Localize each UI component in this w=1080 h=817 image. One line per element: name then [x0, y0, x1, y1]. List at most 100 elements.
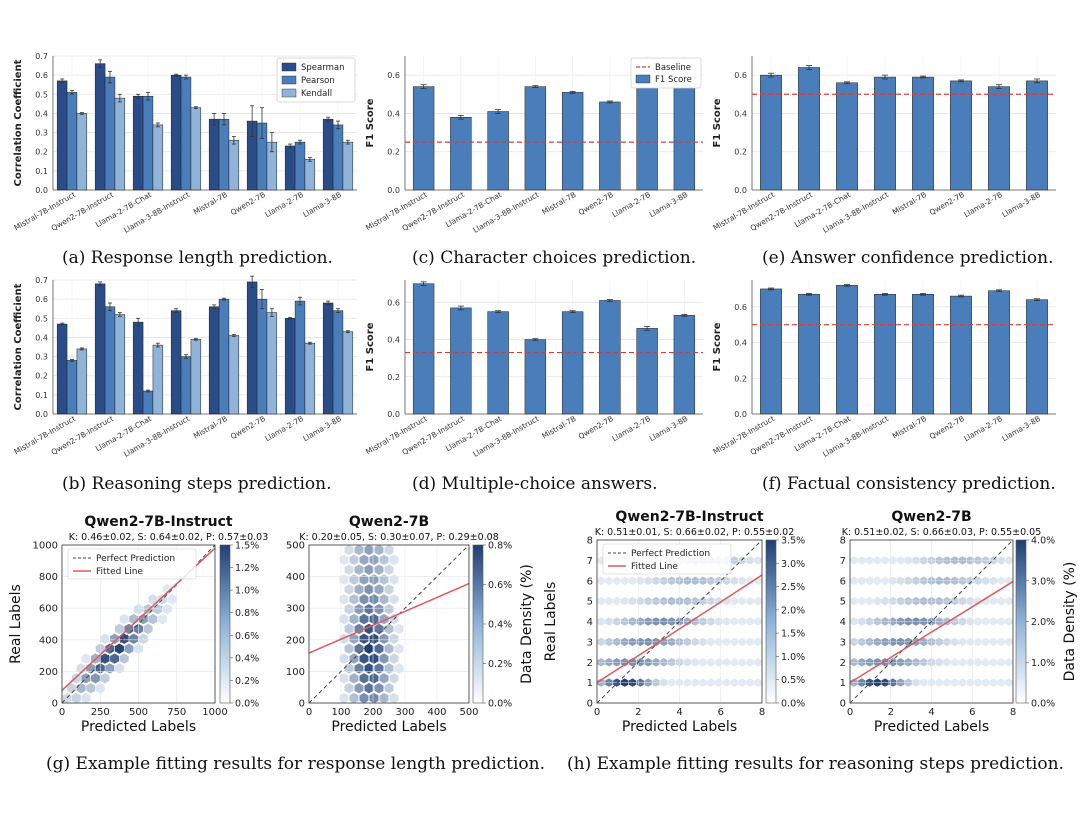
hexbin	[379, 653, 389, 664]
bar	[218, 118, 230, 191]
bar	[256, 298, 268, 415]
hexbin	[359, 633, 369, 644]
chart-g1: Qwen2-7B-Instruct K: 0.46±0.02, S: 0.64±0…	[8, 514, 268, 735]
hexbin	[119, 613, 129, 625]
y-tick-label: 0.6	[35, 295, 48, 304]
hexbin	[369, 613, 379, 625]
y-tick-label: 0.5	[35, 314, 48, 323]
legend-label: Perfect Prediction	[96, 554, 175, 564]
hexbin	[384, 643, 394, 654]
x-tick-label: Llama-3-8B-Instruct	[821, 190, 890, 235]
x-tick-label: 0	[306, 707, 312, 718]
hexbin	[389, 554, 399, 565]
x-tick-label: Llama-3-8B-Instruct	[821, 414, 890, 459]
y-tick-label: 2	[840, 658, 846, 669]
plot-subtitle: K: 0.51±0.02, S: 0.66±0.03, P: 0.55±0.05	[842, 527, 1042, 538]
bar	[599, 101, 621, 191]
x-tick-label: Llama-3-8B-Instruct	[472, 414, 541, 459]
bar	[142, 95, 154, 191]
bar	[76, 348, 88, 415]
colorbar-tick-label: 2.0%	[781, 605, 805, 616]
bar	[950, 295, 972, 415]
bar	[599, 300, 621, 415]
hexbin	[374, 584, 384, 595]
hexbin	[374, 544, 384, 556]
x-tick-label: Llama-2-7B	[263, 190, 305, 219]
colorbar-tick-label: 3.0%	[1031, 576, 1055, 587]
x-tick-label: 400	[427, 707, 446, 718]
y-tick-label: 0.2	[35, 148, 48, 157]
colorbar-tick-label: 0.0%	[235, 699, 259, 710]
bar	[132, 95, 144, 191]
hexbin	[364, 544, 374, 556]
bar	[342, 141, 354, 191]
hexbin	[344, 623, 354, 635]
bar	[1026, 80, 1048, 191]
hexbin	[389, 653, 399, 664]
hexbin	[369, 673, 379, 684]
hexbin	[100, 633, 110, 644]
hexbin	[110, 633, 120, 644]
bar	[142, 390, 154, 415]
bar	[836, 285, 858, 415]
bar	[294, 300, 306, 415]
y-tick-label: 3	[840, 637, 846, 648]
hexbin	[349, 633, 359, 644]
y-axis-label: Correlation Coefficient	[13, 59, 24, 186]
hexbin	[349, 574, 359, 585]
hexbin	[354, 663, 364, 674]
bar	[56, 80, 68, 191]
x-tick-label: Mistral-7B-Instruct	[13, 414, 77, 456]
hexbin	[359, 613, 369, 625]
y-tick-label: 0	[299, 699, 305, 710]
y-tick-label: 1000	[33, 541, 58, 552]
y-tick-label: 0.2	[387, 373, 400, 382]
hexbin	[349, 692, 359, 704]
colorbar-tick-label: 0.8%	[488, 541, 512, 552]
y-axis-label: F1 Score	[365, 322, 376, 371]
x-tick-label: Qwen2-7B	[928, 414, 966, 441]
colorbar-tick-label: 0.6%	[488, 580, 512, 591]
y-tick-label: 2	[587, 658, 593, 669]
y-tick-label: 0.4	[35, 109, 48, 118]
plot-subtitle: K: 0.46±0.02, S: 0.64±0.02, P: 0.57±0.03	[69, 532, 269, 543]
hexbin	[374, 604, 384, 615]
hexbin	[81, 653, 91, 664]
x-tick-label: 8	[1010, 707, 1016, 718]
y-tick-label: 200	[39, 667, 58, 678]
y-tick-label: 0.3	[35, 129, 48, 138]
y-axis-label: F1 Score	[712, 98, 723, 147]
hexbin	[100, 673, 110, 684]
bar	[524, 86, 547, 191]
bar	[874, 294, 896, 415]
x-tick-label: Mistral-7B-Instruct	[364, 190, 428, 232]
y-tick-label: 0.4	[387, 109, 400, 118]
x-tick-label: 4	[676, 707, 682, 718]
bar	[950, 80, 972, 191]
bar	[132, 321, 144, 415]
chart-g2: Qwen2-7B K: 0.20±0.05, S: 0.30±0.07, P: 0…	[286, 514, 535, 735]
colorbar-tick-label: 0.0%	[488, 699, 512, 710]
y-tick-label: 100	[286, 667, 305, 678]
bar	[524, 339, 547, 415]
perfect-prediction-line	[308, 544, 470, 704]
colorbar-tick-label: 0.4%	[235, 653, 259, 664]
hexbin	[110, 653, 120, 664]
bar	[322, 302, 334, 415]
bar	[170, 74, 182, 191]
x-tick-label: Mistral-7B-Instruct	[712, 190, 776, 232]
caption-e: (e) Answer confidence prediction.	[762, 248, 1054, 268]
bar	[56, 323, 68, 415]
colorbar	[472, 544, 484, 704]
bar	[836, 82, 858, 191]
y-axis-label: Real Labels	[8, 584, 24, 664]
colorbar-tick-label: 1.0%	[235, 586, 259, 597]
hexbin	[339, 613, 349, 625]
chart-a: 0.0 0.1 0.2 0.3 0.4 0.5 0.6 0.7 Correlation Coef…	[13, 52, 357, 235]
x-tick-label: Llama-2-7B	[962, 414, 1004, 443]
y-tick-label: 800	[39, 572, 58, 583]
legend-label: Perfect Prediction	[631, 549, 710, 559]
y-tick-label: 0.6	[387, 71, 400, 80]
x-tick-label: Mistral-7B	[192, 414, 229, 441]
